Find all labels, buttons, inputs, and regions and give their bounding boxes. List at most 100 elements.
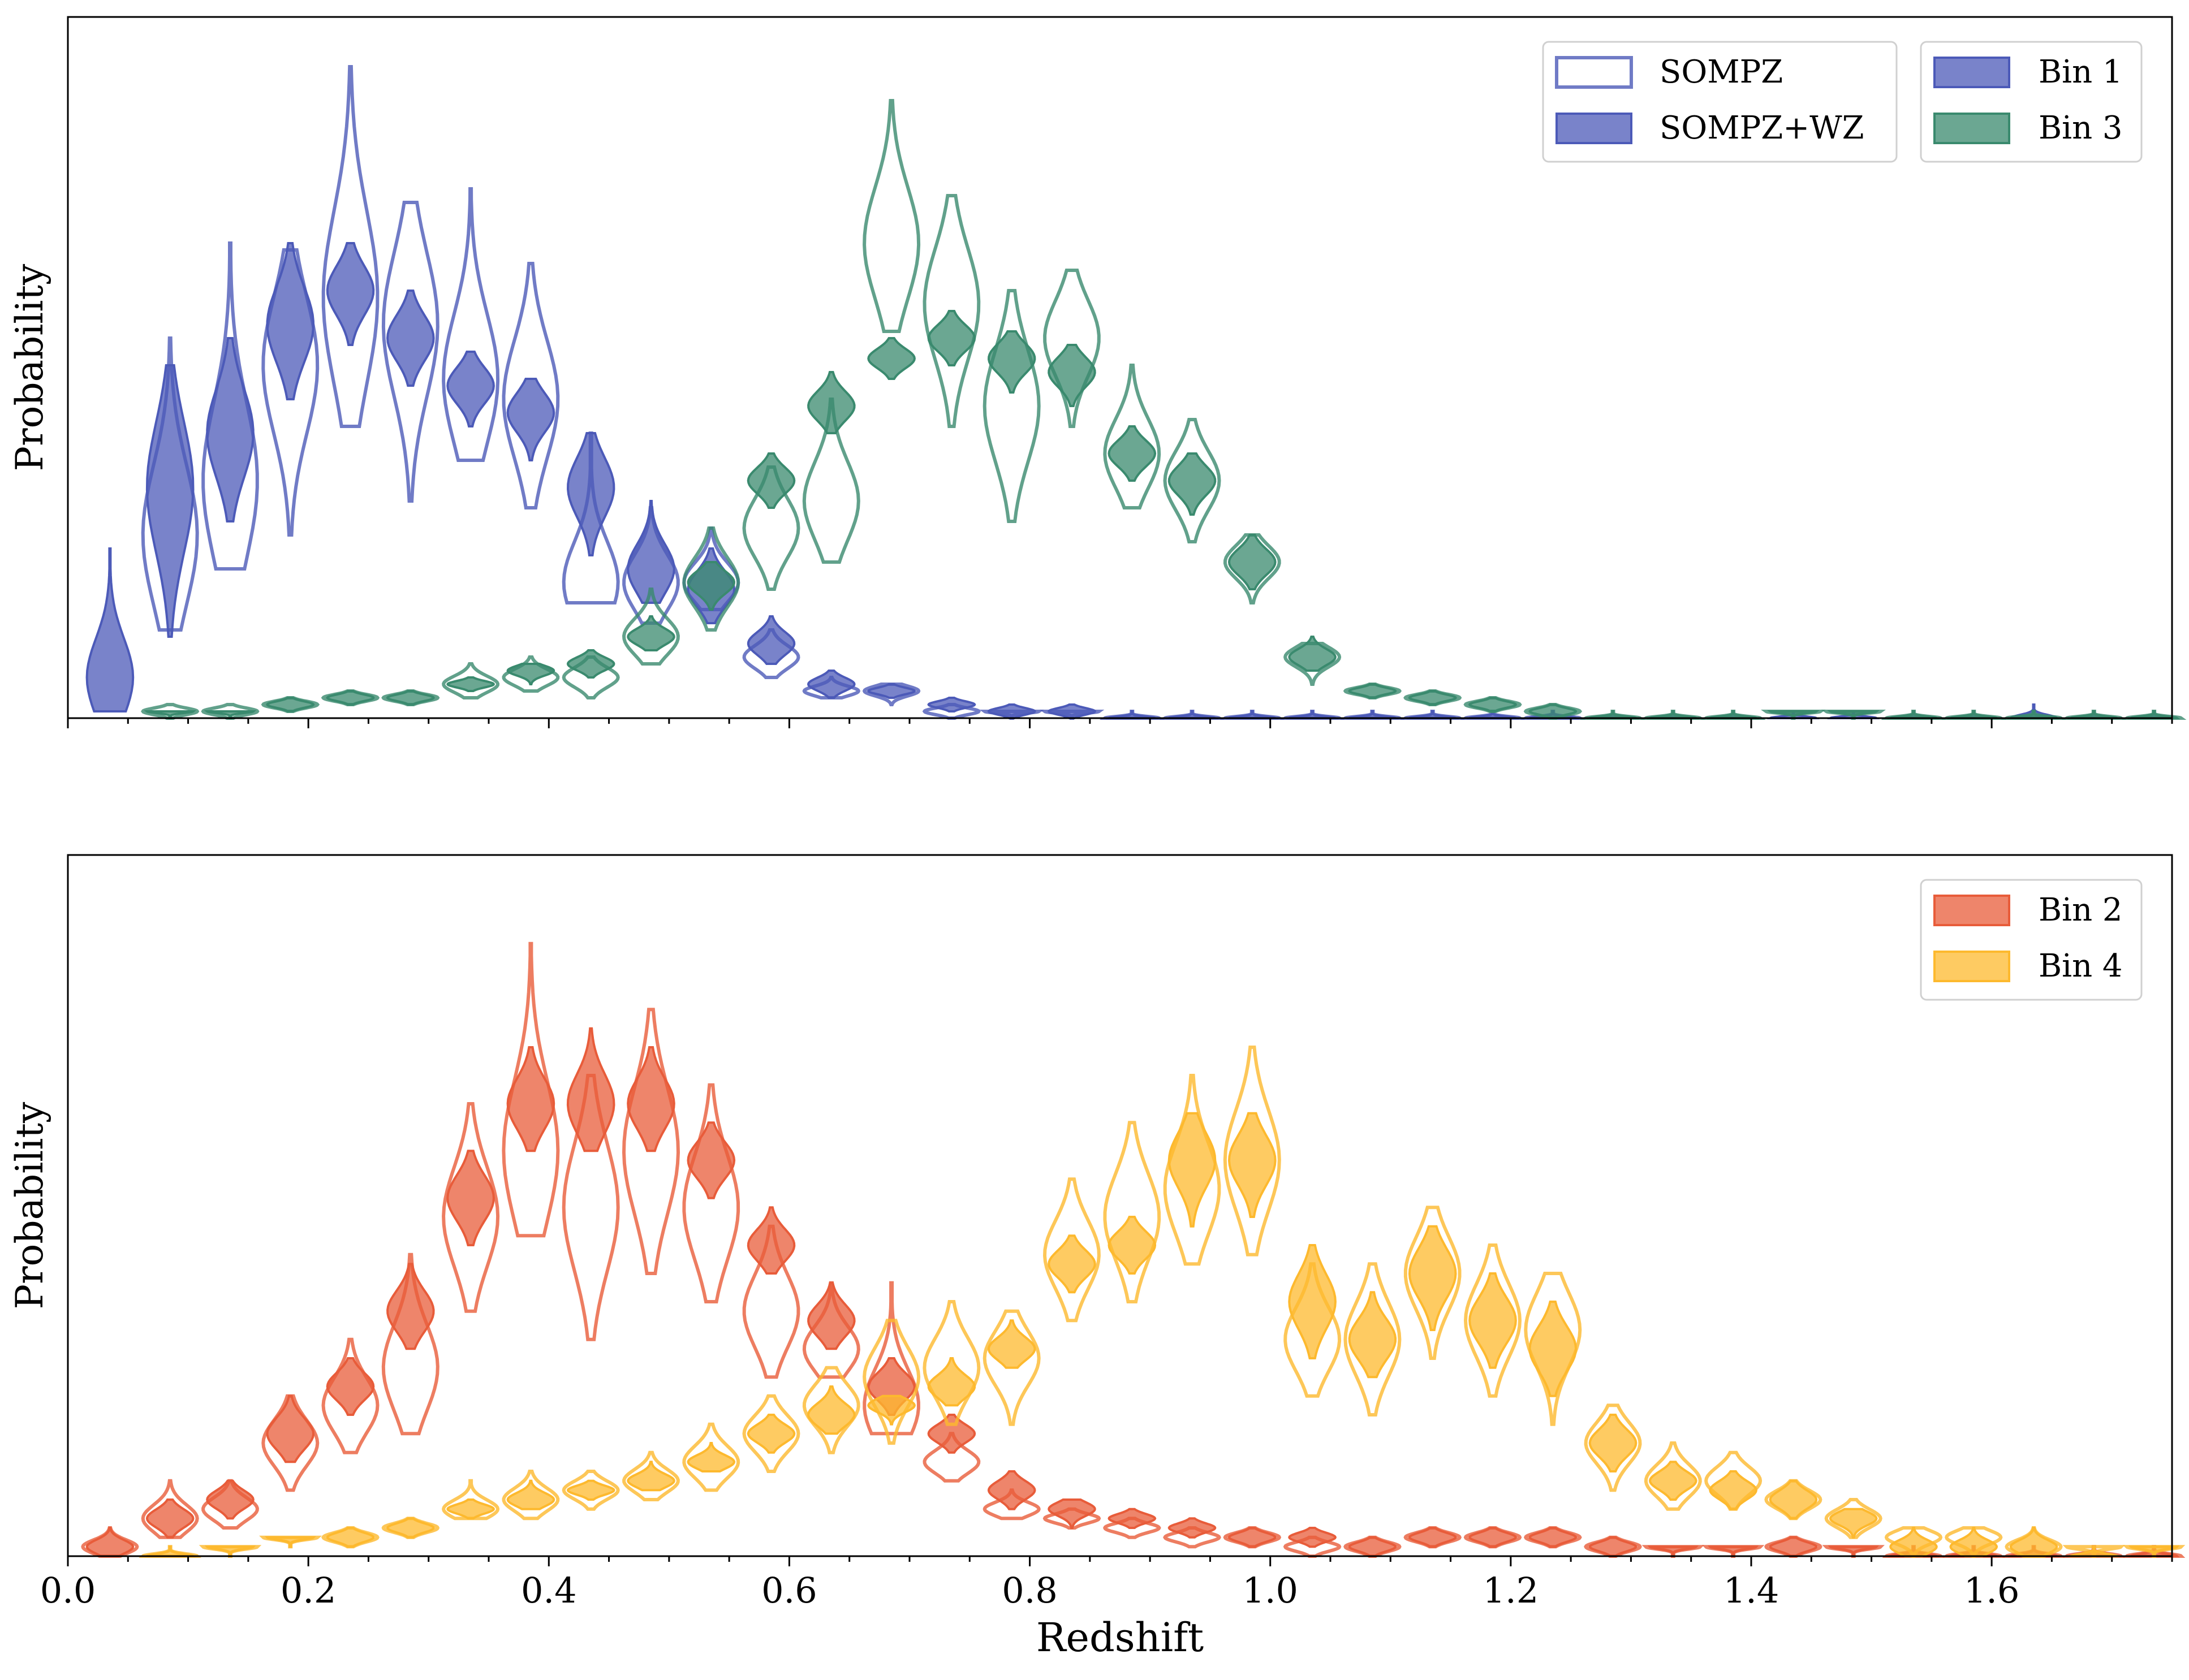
bin-2-sompz-wz-violin (266, 1394, 315, 1463)
bin-1-sompz-wz-violin (807, 670, 856, 699)
bin-4-sompz-wz-violin (1829, 1508, 1878, 1539)
bin-2-sompz-wz-violin (506, 1046, 555, 1152)
bin-1-sompz-wz-violin (927, 697, 976, 712)
bin-4-sompz-violin (1584, 1403, 1642, 1492)
bin-2-sompz-wz-violin (326, 1357, 375, 1416)
bin-2-sompz-violin (1042, 1507, 1101, 1530)
bin-4-sompz-violin (802, 1366, 860, 1454)
x-tick-label: 0.6 (761, 1570, 817, 1611)
bin-1-sompz-violin (381, 201, 439, 503)
bin-3-sompz-wz-violin (1227, 534, 1277, 590)
bin-3-sompz-violin (1043, 269, 1101, 428)
bin-3-sompz-wz-violin (446, 676, 495, 692)
bin-2-sompz-violin (1163, 1526, 1221, 1549)
x-tick-label: 1.6 (1964, 1570, 2020, 1611)
bin-2-sompz-wz-violin (1468, 1527, 1517, 1548)
bin-3-sompz-wz-violin (1048, 344, 1096, 407)
bin-1-sompz-violin (201, 241, 259, 571)
bin-2-sompz-violin (1102, 1517, 1161, 1539)
legend-swatch-bin4 (1933, 951, 2010, 982)
bin-3-sompz-violin (1163, 418, 1221, 543)
x-axis-label: Redshift (1036, 1614, 1204, 1661)
bottom-legend: Bin 2 Bin 4 (1920, 879, 2143, 1001)
bin-3-sompz-violin (923, 194, 981, 428)
bin-4-sompz-violin (742, 1394, 800, 1473)
legend-label-bin1: Bin 1 (2039, 54, 2123, 90)
bin-4-sompz-violin (1403, 1206, 1462, 1360)
bin-2-sompz-violin (141, 1479, 199, 1539)
bin-2-sompz-wz-violin (386, 1263, 435, 1350)
bin-2-sompz-wz-violin (1288, 1527, 1337, 1548)
bin-2-sompz-violin (442, 1102, 500, 1313)
x-tick-label: 1.0 (1242, 1570, 1298, 1611)
bin-4-sompz-violin (1524, 1272, 1582, 1426)
legend-label-bin4: Bin 4 (2039, 948, 2123, 984)
legend-label-bin2: Bin 2 (2039, 892, 2123, 928)
bin-3-sompz-wz-violin (747, 452, 796, 509)
bin-3-sompz-violin (1103, 364, 1161, 509)
bin-2-sompz-wz-violin (1108, 1508, 1157, 1529)
bin-1-sompz-wz-violin (506, 378, 555, 461)
bin-4-sompz-wz-violin (1648, 1461, 1697, 1501)
top-legend-right: Bin 1 Bin 3 (1920, 41, 2143, 163)
bin-4-sompz-wz-violin (1588, 1414, 1638, 1472)
bin-4-sompz-wz-violin (1227, 1112, 1277, 1218)
bin-1-sompz-wz-violin (867, 683, 916, 699)
bin-3-sompz-violin (863, 99, 921, 333)
bin-4-sompz-violin (1463, 1243, 1522, 1398)
bin-4-sompz-violin (1103, 1121, 1161, 1303)
bottom-panel: 0.0 0.2 0.4 0.6 0.8 1.0 1.2 1.4 1.6 Probability … (8, 854, 2186, 1661)
bin-4-sompz-wz-violin (1408, 1225, 1457, 1331)
top-legend-left: SOMPZ SOMPZ+WZ (1542, 41, 1898, 163)
bin-4-sompz-wz-violin (506, 1479, 555, 1510)
bin-4-sompz-wz-violin (747, 1414, 796, 1454)
x-tick-label: 0.4 (521, 1570, 577, 1611)
bin-3-sompz-violin (742, 465, 800, 591)
bin-4-sompz-violin (562, 1470, 620, 1511)
bin-4-sompz-violin (442, 1479, 500, 1521)
bin-4-sompz-wz-violin (807, 1385, 856, 1435)
bin-2-sompz-wz-violin (206, 1479, 255, 1520)
bin-1-sompz-wz-violin (145, 364, 195, 638)
bin-4-sompz-wz-violin (566, 1479, 615, 1501)
bin-2-sompz-wz-violin (1227, 1527, 1277, 1548)
bottom-panel-x-ticks: 0.0 0.2 0.4 0.6 0.8 1.0 1.2 1.4 1.6 (40, 1556, 2173, 1611)
bin-4-sompz-violin (1343, 1262, 1402, 1416)
bin-1-sompz-violin (862, 683, 921, 706)
bin-1-sompz-wz-violin (85, 547, 135, 712)
top-panel-violins (85, 65, 2187, 720)
bin-3-sompz-violin (802, 398, 860, 564)
bin-2-sompz-violin (923, 1432, 981, 1483)
bin-2-sompz-wz-violin (446, 1150, 495, 1246)
bin-4-sompz-wz-violin (687, 1442, 736, 1472)
bin-4-sompz-wz-violin (1468, 1272, 1517, 1369)
bin-4-sompz-violin (1644, 1441, 1702, 1511)
bin-1-sompz-wz-violin (627, 500, 675, 604)
bin-3-sompz-wz-violin (386, 690, 435, 706)
bin-3-sompz-wz-violin (506, 663, 555, 685)
legend-label-sompz: SOMPZ (1660, 54, 1783, 90)
bin-1-sompz-wz-violin (386, 290, 435, 387)
bin-2-sompz-violin (863, 1281, 920, 1436)
x-tick-label: 1.4 (1723, 1570, 1779, 1611)
bin-3-sompz-violin (622, 588, 680, 666)
bin-4-sompz-wz-violin (987, 1319, 1036, 1369)
x-tick-label: 1.2 (1483, 1570, 1539, 1611)
bin-2-sompz-violin (502, 942, 560, 1238)
bin-1-sompz-wz-violin (566, 432, 615, 556)
bin-1-sompz-violin (261, 248, 320, 537)
legend-swatch-bin3 (1933, 113, 2010, 144)
bin-4-sompz-wz-violin (1769, 1479, 1818, 1520)
top-panel-frame (67, 16, 2173, 719)
bin-2-sompz-violin (742, 1224, 800, 1379)
bin-4-sompz-violin (682, 1422, 740, 1492)
bottom-panel-frame (67, 854, 2173, 1557)
bin-4-sompz-wz-violin (1288, 1244, 1337, 1359)
bin-3-sompz-violin (442, 662, 500, 699)
bin-4-sompz-violin (502, 1470, 560, 1521)
top-panel: Probability SOMPZ SOMPZ+WZ Bin 1 Bin 3 (8, 16, 2187, 728)
bin-3-sompz-wz-violin (867, 337, 916, 380)
bottom-panel-violins (81, 942, 2186, 1558)
bin-1-sompz-wz-violin (266, 242, 314, 400)
